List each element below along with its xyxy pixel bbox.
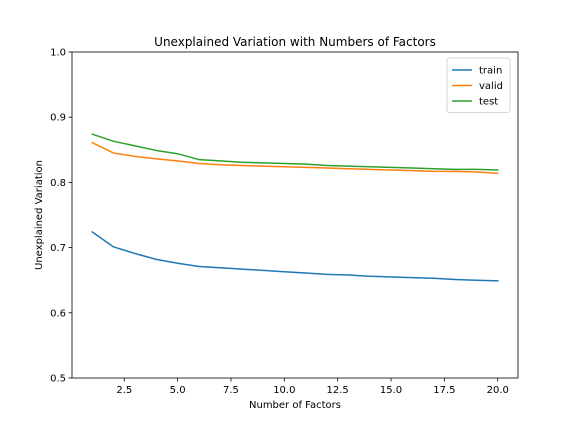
x-tick-label: 20.0 — [487, 385, 509, 396]
x-tick-label: 2.5 — [116, 385, 132, 396]
y-tick-label: 1.0 — [50, 48, 66, 59]
legend: train valid test — [446, 57, 511, 113]
x-tick-label: 12.5 — [327, 385, 349, 396]
x-axis-label: Number of Factors — [249, 400, 341, 411]
x-tick-label: 10.0 — [273, 385, 295, 396]
legend-label-train: train — [479, 66, 502, 77]
series-line-train — [91, 230, 499, 282]
x-tick-label: 5.0 — [170, 385, 186, 396]
y-tick-label: 0.9 — [50, 113, 66, 124]
x-tick-label: 17.5 — [433, 385, 455, 396]
y-tick-label: 0.8 — [50, 178, 66, 189]
legend-label-test: test — [479, 97, 498, 108]
y-axis-label: Unexplained Variation — [34, 160, 45, 270]
chart-title: Unexplained Variation with Numbers of Fa… — [154, 35, 436, 49]
x-tick-label: 7.5 — [223, 385, 239, 396]
y-tick-label: 0.7 — [50, 243, 66, 254]
series-line-valid — [91, 141, 499, 175]
legend-label-valid: valid — [479, 81, 503, 92]
y-tick-label: 0.6 — [50, 308, 66, 319]
y-axis-ticks: 0.5 0.6 0.7 0.8 0.9 1.0 — [50, 48, 72, 385]
plot-frame — [71, 51, 519, 379]
series-line-test — [91, 133, 499, 171]
series-layer — [91, 133, 499, 282]
x-axis-ticks: 2.5 5.0 7.5 10.0 12.5 15.0 17.5 20.0 — [116, 378, 509, 396]
legend-box — [446, 57, 511, 113]
x-tick-label: 15.0 — [380, 385, 402, 396]
y-tick-label: 0.5 — [50, 374, 66, 385]
